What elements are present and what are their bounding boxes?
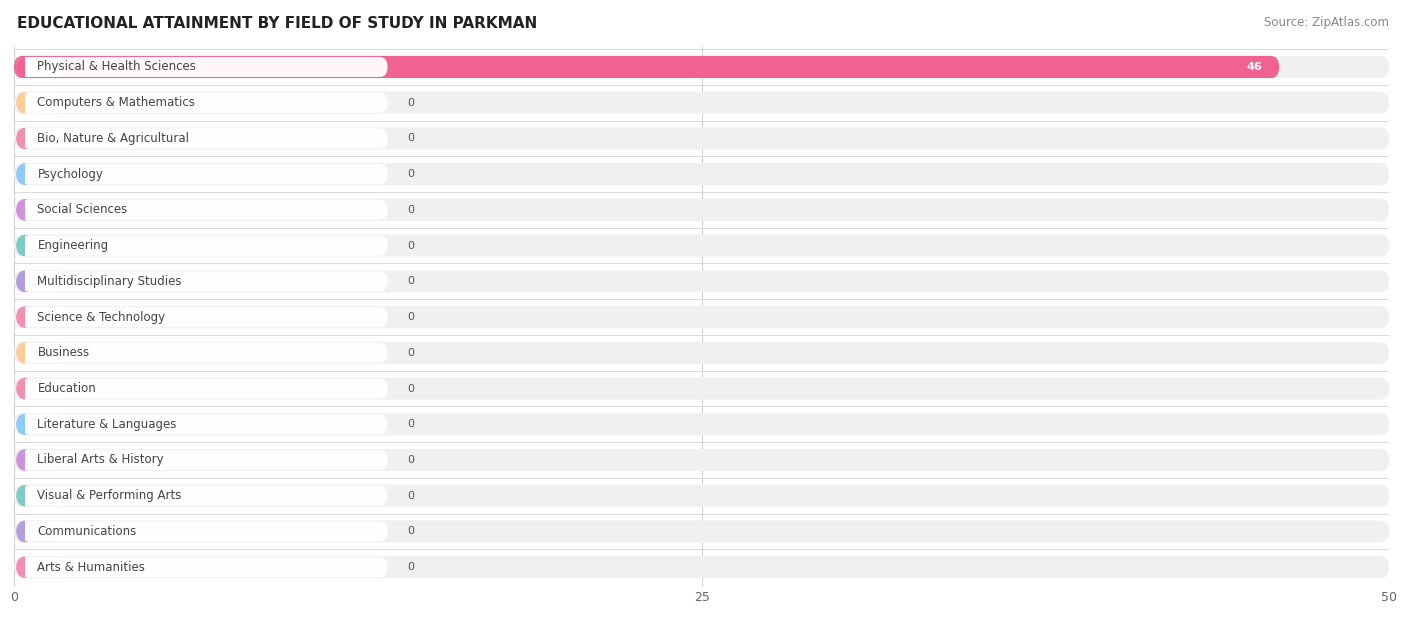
Text: 0: 0 [408,526,415,536]
Text: Literature & Languages: Literature & Languages [38,418,177,431]
Text: Communications: Communications [38,525,136,538]
FancyBboxPatch shape [24,200,62,220]
Text: Computers & Mathematics: Computers & Mathematics [38,96,195,109]
FancyBboxPatch shape [14,199,1389,221]
Text: Bio, Nature & Agricultural: Bio, Nature & Agricultural [38,132,190,145]
Text: EDUCATIONAL ATTAINMENT BY FIELD OF STUDY IN PARKMAN: EDUCATIONAL ATTAINMENT BY FIELD OF STUDY… [17,16,537,31]
FancyBboxPatch shape [14,485,1389,507]
FancyBboxPatch shape [24,415,62,434]
FancyBboxPatch shape [24,450,62,470]
FancyBboxPatch shape [17,307,388,327]
Text: Social Sciences: Social Sciences [38,203,128,216]
Text: Science & Technology: Science & Technology [38,310,166,324]
Circle shape [17,343,32,363]
FancyBboxPatch shape [14,306,1389,328]
Text: 0: 0 [408,133,415,143]
Text: Education: Education [38,382,96,395]
Text: Engineering: Engineering [38,239,108,252]
FancyBboxPatch shape [17,450,388,470]
FancyBboxPatch shape [24,521,62,541]
Circle shape [17,164,32,184]
FancyBboxPatch shape [17,200,388,220]
Text: Multidisciplinary Studies: Multidisciplinary Studies [38,275,181,288]
Text: 0: 0 [408,169,415,179]
Text: 0: 0 [408,562,415,572]
FancyBboxPatch shape [17,486,388,505]
FancyBboxPatch shape [14,377,1389,399]
FancyBboxPatch shape [24,379,62,399]
Text: 0: 0 [408,491,415,501]
FancyBboxPatch shape [17,271,388,292]
FancyBboxPatch shape [14,127,1389,150]
FancyBboxPatch shape [17,343,388,363]
Text: Business: Business [38,346,90,359]
FancyBboxPatch shape [14,163,1389,186]
Circle shape [17,307,32,327]
FancyBboxPatch shape [17,235,388,256]
Text: Source: ZipAtlas.com: Source: ZipAtlas.com [1264,16,1389,29]
FancyBboxPatch shape [24,486,62,505]
Circle shape [17,271,32,292]
FancyBboxPatch shape [14,91,1389,114]
FancyBboxPatch shape [17,93,388,113]
FancyBboxPatch shape [17,57,388,77]
FancyBboxPatch shape [17,415,388,434]
Circle shape [17,200,32,220]
Circle shape [17,379,32,399]
Text: 0: 0 [408,312,415,322]
FancyBboxPatch shape [14,342,1389,364]
FancyBboxPatch shape [24,129,62,148]
Circle shape [17,557,32,577]
FancyBboxPatch shape [17,379,388,399]
FancyBboxPatch shape [17,557,388,577]
Circle shape [17,57,32,77]
FancyBboxPatch shape [17,129,388,148]
Circle shape [17,129,32,148]
Text: 0: 0 [408,276,415,286]
Text: 0: 0 [408,455,415,465]
FancyBboxPatch shape [17,521,388,541]
Text: Arts & Humanities: Arts & Humanities [38,561,145,574]
FancyBboxPatch shape [24,164,62,184]
Text: 46: 46 [1247,62,1263,72]
Text: Physical & Health Sciences: Physical & Health Sciences [38,61,197,73]
Circle shape [17,235,32,256]
FancyBboxPatch shape [24,343,62,363]
Text: 0: 0 [408,419,415,429]
FancyBboxPatch shape [14,270,1389,292]
Text: 0: 0 [408,205,415,215]
Text: Psychology: Psychology [38,168,103,180]
FancyBboxPatch shape [17,164,388,184]
Text: Liberal Arts & History: Liberal Arts & History [38,454,165,466]
Text: 0: 0 [408,240,415,251]
Circle shape [17,93,32,113]
Text: 0: 0 [408,384,415,394]
Circle shape [17,486,32,505]
FancyBboxPatch shape [24,307,62,327]
FancyBboxPatch shape [24,557,62,577]
FancyBboxPatch shape [14,56,1279,78]
FancyBboxPatch shape [14,521,1389,543]
Text: 0: 0 [408,98,415,108]
Circle shape [17,450,32,470]
Circle shape [17,521,32,541]
Circle shape [17,415,32,434]
FancyBboxPatch shape [24,93,62,113]
FancyBboxPatch shape [14,413,1389,435]
FancyBboxPatch shape [14,56,1389,78]
FancyBboxPatch shape [24,57,62,77]
FancyBboxPatch shape [14,235,1389,257]
FancyBboxPatch shape [14,556,1389,578]
FancyBboxPatch shape [14,449,1389,471]
Text: 0: 0 [408,348,415,358]
FancyBboxPatch shape [24,235,62,256]
Text: Visual & Performing Arts: Visual & Performing Arts [38,489,181,502]
FancyBboxPatch shape [24,271,62,292]
